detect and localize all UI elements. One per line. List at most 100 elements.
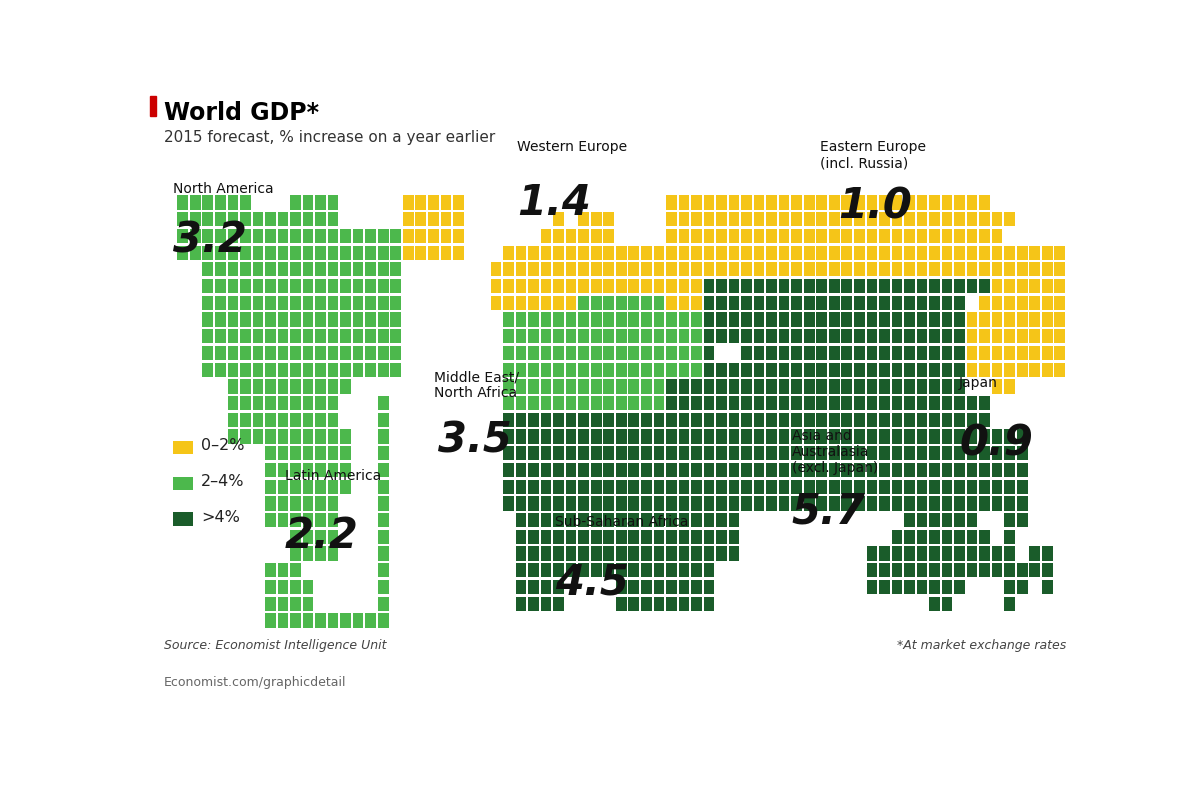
Bar [892,246,902,260]
Bar [228,313,238,326]
Bar [703,246,714,260]
Bar [616,463,626,477]
Bar [779,346,790,360]
Bar [979,296,990,310]
Bar [277,279,288,293]
Bar [791,496,802,510]
Bar [378,246,389,260]
Bar [528,430,539,444]
Bar [1055,346,1066,360]
Bar [779,279,790,293]
Bar [716,212,727,226]
Bar [1004,379,1015,394]
Bar [804,212,815,226]
Bar [316,262,326,277]
Bar [979,446,990,460]
Bar [616,262,626,277]
Bar [703,195,714,210]
Bar [716,279,727,293]
Bar [754,229,764,243]
Bar [703,313,714,326]
Bar [290,614,301,627]
Bar [904,530,914,544]
Bar [578,362,589,377]
Bar [666,597,677,611]
Bar [767,346,776,360]
Bar [616,379,626,394]
Bar [265,463,276,477]
Bar [892,446,902,460]
Bar [503,313,514,326]
Bar [629,313,640,326]
Bar [917,229,928,243]
Bar [516,513,527,527]
Bar [491,296,502,310]
Bar [503,279,514,293]
Bar [228,362,238,377]
Bar [240,296,251,310]
Text: 4.5: 4.5 [554,561,629,603]
Bar [666,413,677,427]
Bar [979,246,990,260]
Bar [390,262,401,277]
Bar [228,229,238,243]
Bar [541,597,552,611]
Bar [566,279,576,293]
Bar [666,362,677,377]
Bar [804,195,815,210]
Bar [816,229,827,243]
Bar [491,262,502,277]
Bar [691,329,702,343]
Bar [804,463,815,477]
Bar [678,413,689,427]
Bar [841,195,852,210]
Bar [917,346,928,360]
Bar [277,513,288,527]
Bar [616,362,626,377]
Bar [742,246,752,260]
Bar [954,229,965,243]
Bar [173,441,193,454]
Text: 2.2: 2.2 [284,515,359,557]
Bar [992,346,1002,360]
Bar [566,563,576,578]
Bar [703,279,714,293]
Bar [604,362,614,377]
Bar [691,346,702,360]
Bar [1004,513,1015,527]
Bar [215,313,226,326]
Bar [629,362,640,377]
Bar [1016,296,1027,310]
Bar [1004,480,1015,494]
Bar [716,262,727,277]
Bar [728,246,739,260]
Bar [616,246,626,260]
Bar [240,212,251,226]
Bar [328,362,338,377]
Bar [302,496,313,510]
Bar [178,212,188,226]
Bar [503,480,514,494]
Bar [516,379,527,394]
Bar [892,580,902,594]
Bar [277,597,288,611]
Bar [804,346,815,360]
Bar [942,379,953,394]
Bar [265,246,276,260]
Bar [716,546,727,561]
Bar [328,530,338,544]
Bar [917,379,928,394]
Bar [754,430,764,444]
Bar [654,379,664,394]
Bar [302,212,313,226]
Bar [265,480,276,494]
Bar [277,480,288,494]
Bar [866,563,877,578]
Bar [1016,580,1027,594]
Bar [728,379,739,394]
Bar [816,362,827,377]
Bar [1004,580,1015,594]
Bar [590,463,601,477]
Bar [666,463,677,477]
Bar [754,246,764,260]
